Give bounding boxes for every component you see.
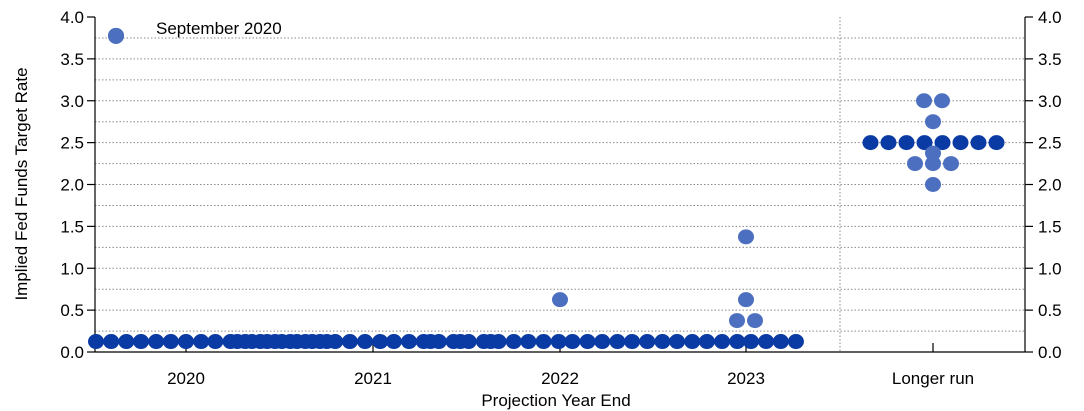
longer-run-market-dot (899, 135, 915, 150)
y-tick-label-left: 4.0 (60, 8, 84, 27)
marks-layer (88, 28, 1005, 349)
market-dot (624, 334, 640, 349)
y-tick-label-right: 0.5 (1038, 301, 1062, 320)
market-dot (580, 334, 596, 349)
fomc-projection-dot (925, 177, 941, 192)
market-dot (551, 334, 567, 349)
y-tick-label-left: 2.5 (60, 134, 84, 153)
market-dot (88, 334, 104, 349)
y-tick-label-left: 3.0 (60, 92, 84, 111)
fomc-projection-dot (552, 292, 568, 307)
x-tick-label: Longer run (892, 369, 974, 388)
market-dot (491, 334, 507, 349)
market-dot (118, 334, 134, 349)
legend-marker (108, 28, 124, 44)
y-tick-label-left: 3.5 (60, 50, 84, 69)
fomc-projection-dot (729, 313, 745, 328)
y-tick-label-right: 4.0 (1038, 8, 1062, 27)
fomc-projection-dot (738, 292, 754, 307)
market-dot (714, 334, 730, 349)
x-tick-label: 2021 (354, 369, 392, 388)
y-tick-label-right: 2.0 (1038, 176, 1062, 195)
longer-run-market-dot (989, 135, 1005, 150)
x-tick-label: 2023 (727, 369, 765, 388)
market-dot (357, 334, 373, 349)
market-dot (729, 334, 745, 349)
market-dot (133, 334, 149, 349)
fomc-projection-dot (916, 93, 932, 108)
market-dot (163, 334, 179, 349)
y-tick-label-left: 0.0 (60, 343, 84, 362)
market-dot (594, 334, 610, 349)
fomc-projection-dot (934, 93, 950, 108)
y-axis-title: Implied Fed Funds Target Rate (12, 67, 31, 300)
y-tick-label-right: 1.0 (1038, 259, 1062, 278)
fomc-projection-dot (925, 114, 941, 129)
y-tick-label-right: 2.5 (1038, 134, 1062, 153)
market-dot (758, 334, 774, 349)
market-dot (401, 334, 417, 349)
fomc-projection-dot (925, 156, 941, 171)
fomc-projection-dot (738, 229, 754, 244)
market-dot (506, 334, 522, 349)
market-dot (743, 334, 759, 349)
market-dot (461, 334, 477, 349)
market-dot (639, 334, 655, 349)
fomc-projection-dot (907, 156, 923, 171)
market-dot (609, 334, 625, 349)
market-dot (773, 334, 789, 349)
legend-label: September 2020 (156, 19, 282, 38)
y-tick-label-left: 2.0 (60, 176, 84, 195)
market-dot (564, 334, 580, 349)
market-dot (148, 334, 164, 349)
y-tick-label-left: 1.0 (60, 259, 84, 278)
market-dot (654, 334, 670, 349)
y-tick-label-left: 0.5 (60, 301, 84, 320)
x-axis-title: Projection Year End (481, 391, 630, 410)
market-dot (520, 334, 536, 349)
market-dot (536, 334, 552, 349)
x-tick-label: 2022 (541, 369, 579, 388)
market-dot (372, 334, 388, 349)
market-dot (386, 334, 402, 349)
market-dot (669, 334, 685, 349)
y-tick-label-right: 3.0 (1038, 92, 1062, 111)
y-tick-label-right: 0.0 (1038, 343, 1062, 362)
market-dot (178, 334, 194, 349)
longer-run-market-dot (953, 135, 969, 150)
longer-run-market-dot (863, 135, 879, 150)
longer-run-market-dot (881, 135, 897, 150)
y-tick-label-right: 1.5 (1038, 217, 1062, 236)
market-dot (103, 334, 119, 349)
market-dot (788, 334, 804, 349)
fomc-projection-dot (943, 156, 959, 171)
market-dot (684, 334, 700, 349)
market-dot (699, 334, 715, 349)
y-tick-label-right: 3.5 (1038, 50, 1062, 69)
market-dot (431, 334, 447, 349)
x-tick-label: 2020 (167, 369, 205, 388)
market-dot (207, 334, 223, 349)
y-tick-label-left: 1.5 (60, 217, 84, 236)
market-dot (327, 334, 343, 349)
market-dot (342, 334, 358, 349)
market-dot (193, 334, 209, 349)
fomc-projection-dot (747, 313, 763, 328)
longer-run-market-dot (971, 135, 987, 150)
